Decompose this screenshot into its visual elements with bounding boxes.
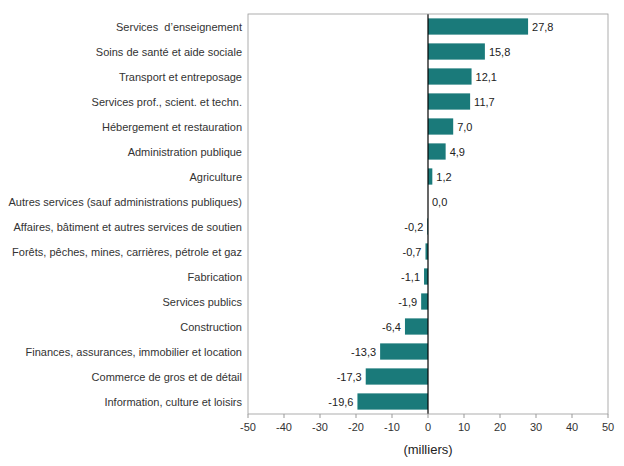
category-label: Fabrication — [188, 271, 242, 283]
data-label: 0,0 — [432, 196, 447, 208]
x-tick-label: 50 — [602, 421, 614, 433]
y-axis-labels: Information, culture et loisirs Commerce … — [8, 21, 242, 408]
bar — [380, 343, 428, 359]
data-label: -6,4 — [382, 321, 401, 333]
data-label: 27,8 — [532, 21, 553, 33]
x-axis-title: (milliers) — [403, 442, 452, 457]
bar — [428, 143, 446, 159]
zero-line — [427, 14, 428, 414]
category-label: Information, culture et loisirs — [104, 396, 242, 408]
x-tick-label: 20 — [494, 421, 506, 433]
category-label: Construction — [180, 321, 242, 333]
category-label: Forêts, pêches, mines, carrières, pétrol… — [12, 246, 242, 258]
x-tick — [320, 414, 321, 418]
category-label: Soins de santé et aide sociale — [96, 46, 242, 58]
x-tick-label: 0 — [425, 421, 431, 433]
category-label: Agriculture — [189, 171, 242, 183]
x-tick — [572, 414, 573, 418]
data-label: 15,8 — [489, 46, 510, 58]
data-labels: -19,6 -17,3 -13,3 -6,4 -1,9 -1,1 -0,7 -0,2 0,0 1,… — [328, 21, 553, 408]
x-tick-label: -20 — [348, 421, 364, 433]
bar — [428, 168, 432, 184]
category-label: Affaires, bâtiment et autres services de… — [14, 221, 242, 233]
category-label: Finances, assurances, immobilier et loca… — [26, 346, 242, 358]
category-label: Services d’enseignement — [116, 21, 242, 33]
bar — [428, 118, 453, 134]
data-label: -0,2 — [404, 221, 423, 233]
category-label: Commerce de gros et de détail — [92, 371, 242, 383]
x-tick-label: -10 — [384, 421, 400, 433]
category-label: Services prof., scient. et techn. — [92, 96, 242, 108]
x-tick — [392, 414, 393, 418]
background — [0, 0, 624, 466]
bar — [428, 93, 470, 109]
x-axis: -50 -40 -30 -20 -10 0 10 20 30 40 50 — [240, 414, 614, 433]
x-tick-label: -40 — [276, 421, 292, 433]
data-label: -19,6 — [328, 396, 353, 408]
x-tick — [356, 414, 357, 418]
x-tick — [464, 414, 465, 418]
category-label: Transport et entreposage — [119, 71, 242, 83]
bar — [366, 368, 428, 384]
chart: Information, culture et loisirs Commerce … — [0, 0, 624, 466]
x-tick — [428, 414, 429, 418]
x-tick-label: -30 — [312, 421, 328, 433]
x-tick — [248, 414, 249, 418]
bar — [428, 18, 528, 34]
data-label: 4,9 — [450, 146, 465, 158]
bar — [357, 393, 428, 409]
category-label: Autres services (sauf administrations pu… — [8, 196, 242, 208]
data-label: 7,0 — [457, 121, 472, 133]
bar — [405, 318, 428, 334]
x-tick — [500, 414, 501, 418]
data-label: 1,2 — [436, 171, 451, 183]
category-label: Hébergement et restauration — [102, 121, 242, 133]
category-label: Services publics — [163, 296, 243, 308]
bars — [357, 18, 528, 409]
bar — [428, 43, 485, 59]
plot-frame — [248, 14, 608, 414]
x-tick-label: 10 — [458, 421, 470, 433]
bar — [428, 68, 472, 84]
data-label: -0,7 — [403, 246, 422, 258]
x-tick — [284, 414, 285, 418]
data-label: -1,1 — [401, 271, 420, 283]
x-tick-label: 40 — [566, 421, 578, 433]
data-label: -13,3 — [351, 346, 376, 358]
x-tick — [536, 414, 537, 418]
data-label: 12,1 — [476, 71, 497, 83]
x-tick-label: -50 — [240, 421, 256, 433]
data-label: -17,3 — [337, 371, 362, 383]
x-tick — [608, 414, 609, 418]
data-label: -1,9 — [398, 296, 417, 308]
category-label: Administration publique — [128, 146, 242, 158]
x-tick-label: 30 — [530, 421, 542, 433]
data-label: 11,7 — [474, 96, 495, 108]
bar — [421, 293, 428, 309]
